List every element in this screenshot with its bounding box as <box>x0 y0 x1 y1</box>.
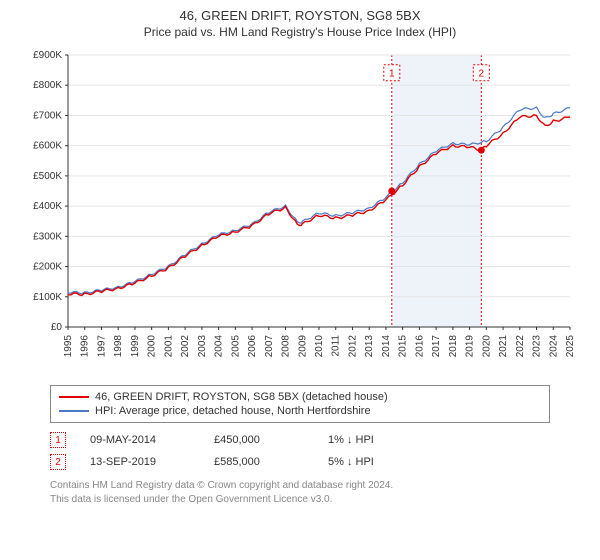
legend-swatch <box>59 410 89 412</box>
svg-text:1999: 1999 <box>130 335 141 358</box>
svg-text:£900K: £900K <box>33 50 62 61</box>
footer-line: Contains HM Land Registry data © Crown c… <box>50 479 550 493</box>
legend: 46, GREEN DRIFT, ROYSTON, SG8 5BX (detac… <box>50 385 550 423</box>
svg-text:£600K: £600K <box>33 141 62 152</box>
footer-line: This data is licensed under the Open Gov… <box>50 493 550 507</box>
svg-text:2007: 2007 <box>264 335 275 358</box>
svg-text:£800K: £800K <box>33 80 62 91</box>
legend-label: 46, GREEN DRIFT, ROYSTON, SG8 5BX (detac… <box>95 391 388 403</box>
transaction-price: £450,000 <box>214 434 304 446</box>
transaction-date: 13-SEP-2019 <box>90 456 190 468</box>
svg-text:2013: 2013 <box>364 335 375 358</box>
svg-text:2019: 2019 <box>465 335 476 358</box>
svg-text:£400K: £400K <box>33 201 62 212</box>
svg-text:2021: 2021 <box>498 335 509 358</box>
svg-text:1996: 1996 <box>80 335 91 358</box>
svg-text:1: 1 <box>389 69 395 80</box>
svg-text:2003: 2003 <box>197 335 208 358</box>
svg-text:2024: 2024 <box>548 335 559 358</box>
svg-text:2002: 2002 <box>180 335 191 358</box>
svg-text:2004: 2004 <box>214 335 225 358</box>
svg-text:2022: 2022 <box>515 335 526 358</box>
footer: Contains HM Land Registry data © Crown c… <box>50 479 550 506</box>
svg-text:£500K: £500K <box>33 171 62 182</box>
svg-text:2005: 2005 <box>230 335 241 358</box>
svg-text:£300K: £300K <box>33 231 62 242</box>
svg-text:1998: 1998 <box>113 335 124 358</box>
transactions-table: 1 09-MAY-2014 £450,000 1% ↓ HPI 2 13-SEP… <box>50 429 550 473</box>
svg-text:2009: 2009 <box>297 335 308 358</box>
svg-text:2014: 2014 <box>381 335 392 358</box>
page-title: 46, GREEN DRIFT, ROYSTON, SG8 5BX <box>10 8 590 23</box>
transaction-delta: 5% ↓ HPI <box>328 456 374 468</box>
price-chart: £0 £100K £200K £300K £400K £500K £600K £700K £80… <box>20 49 580 379</box>
svg-text:2012: 2012 <box>347 335 358 358</box>
svg-text:2: 2 <box>479 69 485 80</box>
legend-item-hpi: HPI: Average price, detached house, Nort… <box>59 404 541 418</box>
svg-text:2025: 2025 <box>565 335 576 358</box>
svg-text:£100K: £100K <box>33 292 62 303</box>
svg-text:2010: 2010 <box>314 335 325 358</box>
svg-text:2018: 2018 <box>448 335 459 358</box>
svg-text:2017: 2017 <box>431 335 442 358</box>
transaction-price: £585,000 <box>214 456 304 468</box>
transaction-row: 2 13-SEP-2019 £585,000 5% ↓ HPI <box>50 451 550 473</box>
svg-text:2020: 2020 <box>481 335 492 358</box>
svg-text:2000: 2000 <box>147 335 158 358</box>
svg-text:2015: 2015 <box>398 335 409 358</box>
svg-text:£200K: £200K <box>33 262 62 273</box>
legend-swatch <box>59 396 89 398</box>
svg-text:£700K: £700K <box>33 110 62 121</box>
svg-text:2016: 2016 <box>414 335 425 358</box>
transaction-delta: 1% ↓ HPI <box>328 434 374 446</box>
svg-text:2001: 2001 <box>163 335 174 358</box>
svg-text:2008: 2008 <box>281 335 292 358</box>
svg-text:2006: 2006 <box>247 335 258 358</box>
page-subtitle: Price paid vs. HM Land Registry's House … <box>10 25 590 39</box>
transaction-marker-icon: 1 <box>50 432 66 448</box>
transaction-marker-icon: 2 <box>50 454 66 470</box>
svg-text:1997: 1997 <box>96 335 107 358</box>
svg-text:2023: 2023 <box>532 335 543 358</box>
svg-text:1995: 1995 <box>63 335 74 358</box>
transaction-date: 09-MAY-2014 <box>90 434 190 446</box>
svg-text:£0: £0 <box>51 322 63 333</box>
svg-text:2011: 2011 <box>331 335 342 357</box>
legend-item-property: 46, GREEN DRIFT, ROYSTON, SG8 5BX (detac… <box>59 390 541 404</box>
transaction-row: 1 09-MAY-2014 £450,000 1% ↓ HPI <box>50 429 550 451</box>
legend-label: HPI: Average price, detached house, Nort… <box>95 405 371 417</box>
